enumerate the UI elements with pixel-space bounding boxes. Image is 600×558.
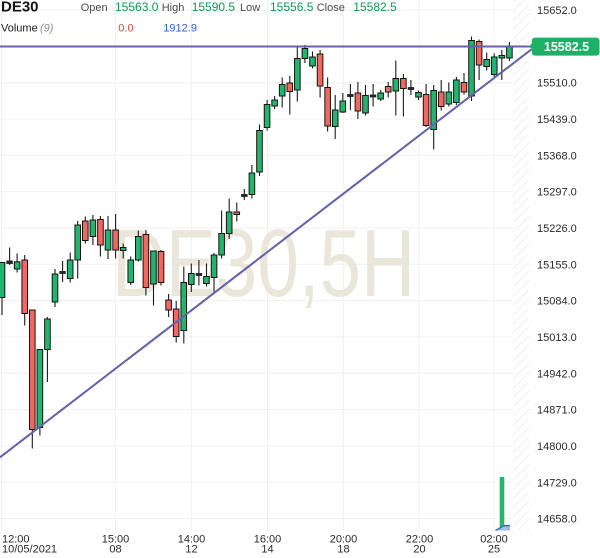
svg-text:(9): (9) — [40, 23, 54, 35]
svg-text:0.0: 0.0 — [118, 23, 133, 35]
svg-text:Volume: Volume — [1, 23, 38, 35]
svg-text:15297.0: 15297.0 — [537, 187, 577, 199]
svg-text:15439.0: 15439.0 — [537, 114, 577, 126]
svg-text:12: 12 — [185, 544, 197, 556]
svg-text:15652.0: 15652.0 — [537, 5, 577, 17]
svg-text:20:00: 20:00 — [330, 534, 358, 546]
svg-text:20: 20 — [413, 544, 425, 556]
svg-text:14658.0: 14658.0 — [537, 514, 577, 526]
svg-text:14942.0: 14942.0 — [537, 368, 577, 380]
svg-text:15226.0: 15226.0 — [537, 223, 577, 235]
svg-text:14: 14 — [261, 544, 273, 556]
svg-text:DE30,5H: DE30,5H — [112, 210, 415, 317]
svg-text:15582.5: 15582.5 — [353, 0, 397, 14]
svg-text:15013.0: 15013.0 — [537, 332, 577, 344]
svg-text:14871.0: 14871.0 — [537, 405, 577, 417]
svg-text:Open: Open — [81, 2, 108, 14]
svg-text:Close: Close — [317, 2, 345, 14]
svg-text:14800.0: 14800.0 — [537, 441, 577, 453]
svg-text:15084.0: 15084.0 — [537, 296, 577, 308]
svg-text:15582.5: 15582.5 — [544, 40, 589, 54]
svg-text:High: High — [162, 2, 185, 14]
svg-text:14729.0: 14729.0 — [537, 477, 577, 489]
svg-text:12:00: 12:00 — [2, 534, 30, 546]
svg-text:22:00: 22:00 — [406, 534, 434, 546]
svg-text:08: 08 — [109, 544, 121, 556]
svg-text:18: 18 — [337, 544, 349, 556]
svg-text:15510.0: 15510.0 — [537, 78, 577, 90]
svg-text:1912.9: 1912.9 — [163, 23, 197, 35]
svg-text:14:00: 14:00 — [178, 534, 206, 546]
svg-text:02:00: 02:00 — [480, 534, 508, 546]
svg-text:16:00: 16:00 — [254, 534, 282, 546]
svg-text:15563.0: 15563.0 — [115, 0, 159, 14]
svg-text:25: 25 — [488, 544, 500, 556]
svg-text:15:00: 15:00 — [102, 534, 130, 546]
svg-text:15556.5: 15556.5 — [270, 0, 314, 14]
svg-text:15590.5: 15590.5 — [192, 0, 236, 14]
svg-text:10/05/2021: 10/05/2021 — [2, 544, 57, 556]
svg-text:DE30: DE30 — [1, 0, 39, 16]
svg-text:15368.0: 15368.0 — [537, 150, 577, 162]
svg-text:Low: Low — [240, 2, 260, 14]
svg-text:15155.0: 15155.0 — [537, 259, 577, 271]
